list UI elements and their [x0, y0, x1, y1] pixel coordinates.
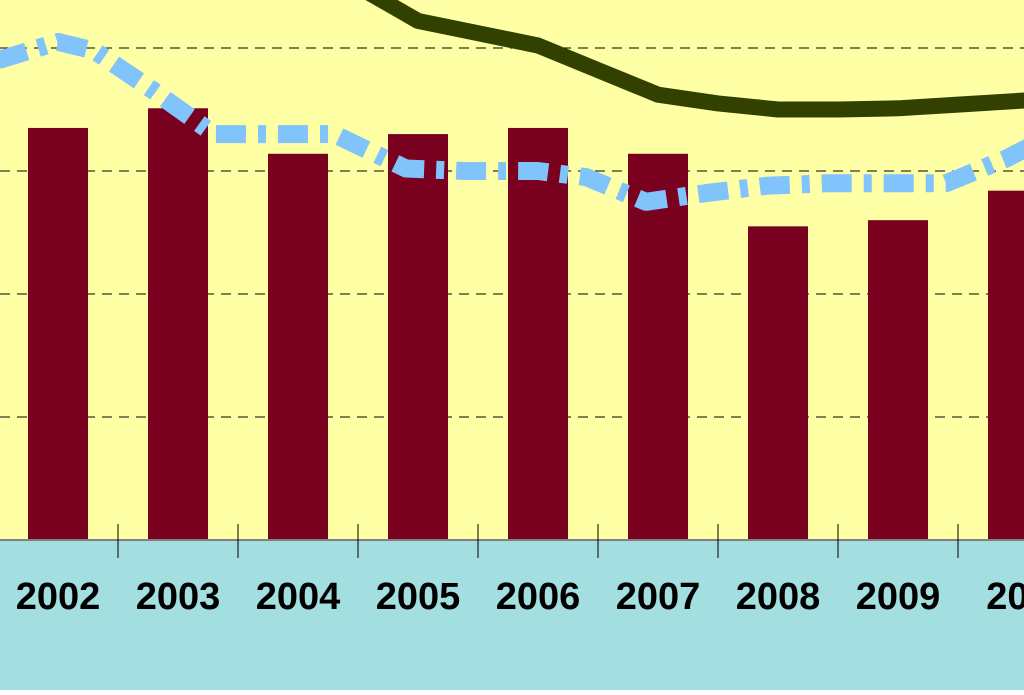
bar	[148, 108, 208, 541]
x-tick-label: 2003	[136, 576, 221, 618]
bar	[388, 134, 448, 540]
x-tick-label: 2004	[256, 576, 341, 618]
x-tick-label: 2002	[16, 576, 101, 618]
bar	[868, 220, 928, 540]
x-tick-label: 2005	[376, 576, 461, 618]
bar	[28, 127, 88, 540]
x-axis: 2002 2003 2004 2005 2006 2007 2008 2009 201	[0, 524, 1024, 618]
x-tick-label: 2009	[856, 576, 941, 618]
bar	[268, 153, 328, 540]
dashed-series-line	[0, 32, 1024, 211]
bar	[748, 226, 808, 540]
bar	[508, 127, 568, 540]
line-series	[0, 0, 1024, 211]
x-axis-band	[0, 540, 1024, 690]
bar	[628, 153, 688, 540]
x-tick-label: 2007	[616, 576, 701, 618]
bar	[988, 190, 1024, 540]
solid-series-line	[365, 0, 1024, 118]
x-tick-label: 2006	[496, 576, 581, 618]
bar-series	[28, 108, 1024, 541]
x-tick-label: 201	[986, 576, 1024, 618]
x-tick-label: 2008	[736, 576, 821, 618]
